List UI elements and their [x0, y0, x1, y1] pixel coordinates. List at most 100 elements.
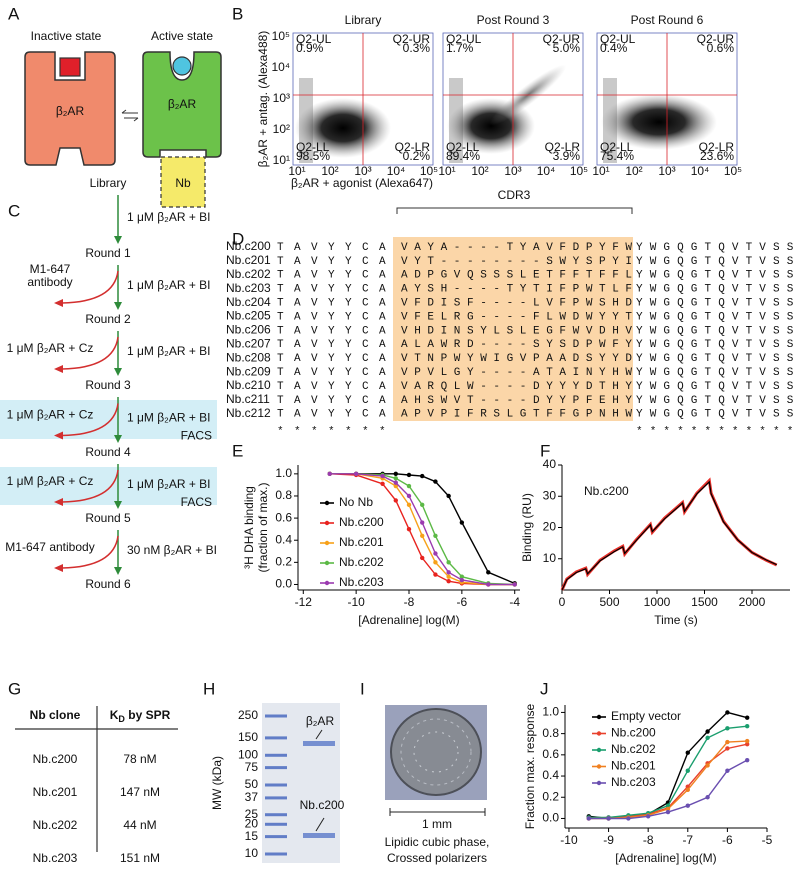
band-pointer: [315, 729, 323, 740]
y-tick-label: 10²: [273, 122, 290, 136]
ladder-band: [265, 766, 287, 770]
sequence: YWGQGTQVTVSS: [636, 256, 800, 268]
data-point: [606, 816, 611, 821]
data-point: [512, 582, 517, 587]
arrow-head: [114, 302, 122, 310]
data-point: [725, 768, 730, 773]
sequence: YWGQGTQVTVSS: [636, 298, 800, 310]
panel-label: F: [540, 441, 550, 460]
x-tick-label: 10³: [354, 164, 371, 178]
ladder-band: [265, 822, 287, 826]
data-point: [665, 806, 671, 812]
sequence: YWGQGTQVTVSS: [636, 381, 800, 393]
data-point: [446, 570, 451, 575]
lcp-texture: [413, 731, 459, 773]
quadrant-percent: 0.3%: [403, 41, 431, 55]
data-point: [725, 739, 730, 745]
y-tick-label: 20: [543, 520, 557, 534]
receptor-label: β₂AR: [56, 104, 85, 118]
data-point: [433, 479, 438, 484]
quadrant-name: Q2-UL: [600, 32, 636, 46]
round-label: Round 2: [85, 312, 131, 326]
y-tick-label: 10⁵: [272, 29, 290, 43]
depletion-label: M1-647 antibody: [5, 540, 94, 554]
sequence: YWGQGTQVTVSS: [636, 353, 800, 365]
arrow-head: [114, 435, 122, 443]
x-axis-label: Time (s): [654, 613, 698, 627]
sequence: YWGQGTQVTVSS: [636, 325, 800, 337]
table-cell: 78 nM: [123, 752, 156, 766]
sequence: VPVLGY----ATAINYHW: [401, 367, 639, 379]
round-label: Round 6: [85, 577, 131, 591]
arrow-head: [54, 498, 63, 506]
arrow-head: [114, 501, 122, 509]
mw-label: 20: [245, 816, 259, 830]
selection-label: 1 μM β₂AR + BI: [127, 210, 211, 224]
quadrant-name: Q2-UL: [446, 32, 482, 46]
sequence: YWGQGTQVTVSS: [636, 367, 800, 379]
sequence: TAVYYCA: [277, 395, 396, 407]
data-point: [393, 476, 398, 481]
data-point: [433, 560, 438, 565]
quadrant-name: Q2-UR: [393, 32, 431, 46]
depletion-arrow: [61, 403, 119, 437]
selection-label: 1 μM β₂AR + BI: [127, 344, 211, 358]
sequence: ALAWRD----SYSDPWFY: [401, 339, 639, 351]
legend-label: Empty vector: [611, 709, 681, 723]
clone-name: Nb.c206: [226, 323, 271, 337]
x-tick-label: 0: [559, 595, 566, 609]
data-point: [433, 551, 438, 556]
clone-name: Nb.c204: [226, 295, 271, 309]
arrow-head: [54, 431, 63, 440]
sequence: TAVYYCA: [277, 311, 396, 323]
quadrant-percent: 89.4%: [446, 149, 480, 163]
y-tick-label: 40: [543, 457, 557, 471]
quadrant-name: Q2-UR: [697, 32, 735, 46]
y-tick-label: 30: [543, 488, 557, 502]
kd-subscript: D: [118, 714, 125, 724]
chart-title: Nb.c200: [584, 484, 629, 498]
sequence: VFELRG----FLWDWYYT: [401, 311, 639, 323]
data-point: [744, 724, 750, 729]
clone-name: Nb.c211: [226, 392, 270, 406]
method-label: FACS: [181, 429, 212, 443]
data-point: [446, 493, 451, 499]
quadrant-percent: 75.4%: [600, 149, 634, 163]
data-point: [406, 526, 412, 532]
caption: Lipidic cubic phase,: [385, 835, 490, 849]
legend-label: Nb.c200: [339, 515, 384, 529]
data-point: [459, 574, 465, 579]
sequence: TAVYYCA: [277, 353, 396, 365]
x-tick-label: -10: [560, 833, 578, 847]
facs-shade: [0, 467, 217, 505]
x-tick-label: 10²: [471, 164, 488, 178]
legend-label: No Nb: [339, 495, 373, 509]
sequence: VHDINSYLSLEGFWVDHV: [401, 325, 639, 337]
panel-label: G: [8, 679, 21, 698]
data-point: [645, 814, 651, 819]
arrow-head: [114, 236, 122, 244]
ladder-band: [265, 835, 287, 839]
x-tick-label: 10²: [625, 164, 642, 178]
x-tick-label: 500: [599, 595, 619, 609]
data-point: [327, 471, 332, 477]
arrow-head: [54, 564, 63, 572]
legend-marker: [324, 580, 330, 586]
data-point: [725, 746, 730, 751]
data-point: [685, 750, 690, 755]
selection-label: 1 μM β₂AR + BI: [127, 411, 211, 425]
sequence: YWGQGTQVTVSS: [636, 409, 800, 421]
data-point: [705, 795, 710, 800]
panel-label: B: [232, 4, 243, 23]
table-header: KD by SPR: [110, 708, 171, 724]
data-point: [705, 729, 710, 734]
sequence: TAVYYCA: [277, 270, 396, 282]
legend-label: Nb.c202: [611, 742, 656, 756]
y-axis-label: ³H DHA binding: [242, 486, 256, 569]
data-point: [725, 726, 730, 731]
quadrant-name: Q2-LL: [296, 140, 330, 154]
cdr3-label: CDR3: [498, 188, 531, 202]
panel-a: Inactive state Active state β₂AR β₂AR Nb: [24, 29, 222, 208]
clone-name: Nb.c203: [226, 281, 271, 295]
cdr3-highlight: [393, 237, 633, 421]
